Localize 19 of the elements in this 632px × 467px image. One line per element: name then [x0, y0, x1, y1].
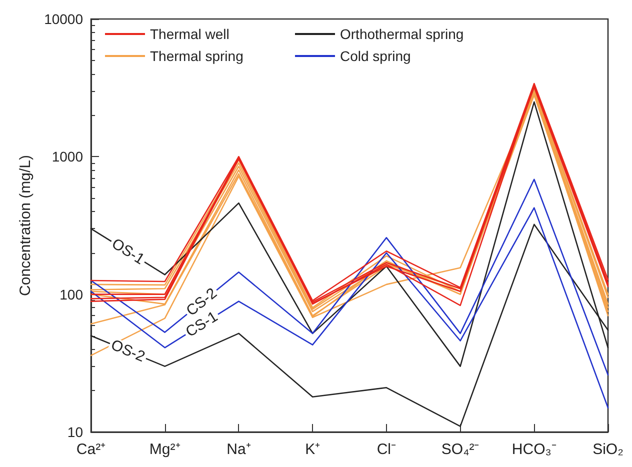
x-tick-label: Cl⁻: [376, 441, 396, 458]
x-tick-label: Ca²⁺: [76, 441, 106, 458]
legend-label: Cold spring: [340, 48, 411, 64]
x-tick-label: HCO₃⁻: [512, 441, 556, 458]
x-tick-label: Mg²⁺: [149, 441, 180, 458]
x-tick-label: Na⁺: [226, 441, 251, 458]
y-tick-label: 10: [67, 424, 84, 440]
legend-label: Thermal well: [150, 26, 230, 42]
y-tick-label: 10000: [44, 11, 84, 27]
x-tick-label: SO₄²⁻: [441, 441, 480, 458]
x-tick-label: SiO₂: [592, 441, 624, 458]
annotation: OS-2: [108, 336, 148, 366]
y-axis-title: Concentration (mg/L): [17, 155, 34, 296]
legend-label: Thermal spring: [150, 48, 244, 64]
annotation: OS-1: [108, 235, 148, 268]
y-tick-label: 100: [60, 286, 84, 302]
y-tick-label: 1000: [52, 148, 84, 165]
x-tick-label: K⁺: [305, 441, 320, 458]
legend-label: Orthothermal spring: [340, 26, 464, 42]
